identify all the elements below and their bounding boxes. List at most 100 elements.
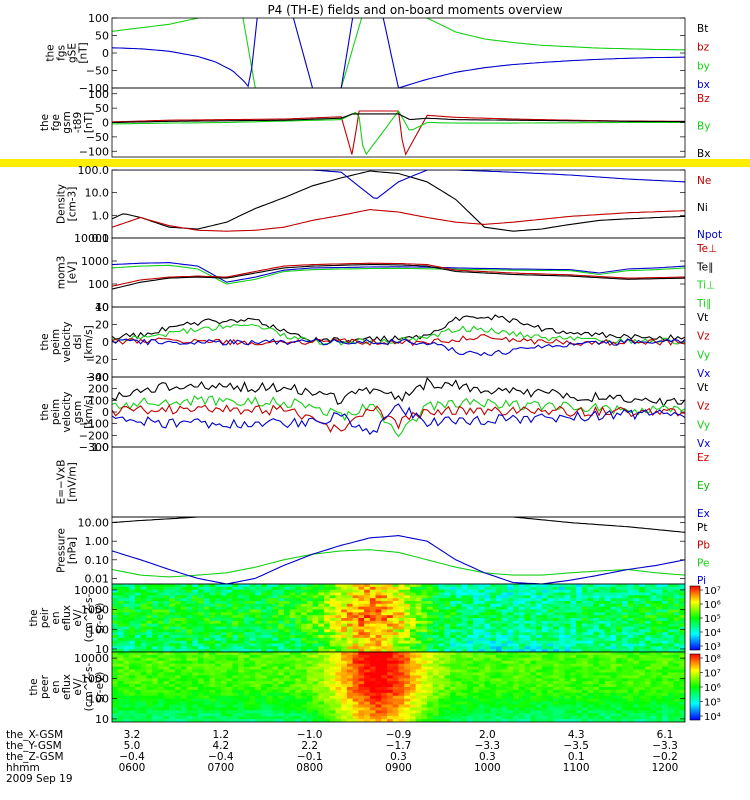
heatmap-cell [318, 589, 325, 594]
heatmap-cell [324, 654, 331, 659]
y-axis-label: (cm^2-s- [83, 662, 95, 711]
heatmap-cell [415, 652, 423, 656]
heatmap-cell [346, 592, 354, 596]
heatmap-cell [432, 620, 440, 625]
heatmap-cell [260, 598, 268, 602]
heatmap-cell [461, 601, 468, 605]
heatmap-cell [203, 660, 211, 665]
heatmap-cell [633, 586, 640, 591]
heatmap-cell [570, 629, 577, 633]
heatmap-cell [255, 707, 262, 711]
heatmap-cell [530, 584, 537, 588]
heatmap-cell [266, 713, 274, 717]
heatmap-cell [650, 620, 657, 625]
heatmap-cell [570, 615, 577, 619]
heatmap-cell [152, 663, 159, 668]
heatmap-cell [421, 629, 428, 633]
heatmap-cell [415, 692, 423, 697]
heatmap-cell [547, 618, 554, 622]
heatmap-cell [461, 632, 468, 636]
heatmap-cell [576, 637, 583, 642]
heatmap-cell [639, 716, 646, 720]
heatmap-cell [513, 701, 520, 706]
heatmap-cell [409, 603, 417, 608]
heatmap-cell [461, 637, 468, 642]
heatmap-cell [157, 640, 165, 645]
heatmap-cell [662, 618, 669, 622]
heatmap-cell [175, 637, 182, 642]
heatmap-cell [644, 612, 652, 616]
heatmap-cell [140, 681, 147, 685]
heatmap-cell [243, 698, 251, 703]
heatmap-cell [518, 584, 526, 588]
heatmap-cell [450, 620, 457, 625]
heatmap-cell [203, 681, 211, 685]
heatmap-cell [593, 626, 600, 630]
heatmap-cell [209, 654, 216, 659]
heatmap-cell [306, 649, 314, 652]
heatmap-cell [570, 707, 577, 711]
colorbar-tick-label: 10³ [704, 642, 721, 653]
heatmap-cell [375, 615, 382, 619]
heatmap-cell [289, 695, 296, 700]
heatmap-cell [192, 629, 199, 633]
heatmap-cell [616, 595, 623, 599]
heatmap-cell [576, 601, 583, 605]
heatmap-cell [604, 584, 612, 588]
heatmap-cell [163, 640, 170, 645]
heatmap-cell [432, 623, 440, 628]
heatmap-cell [593, 716, 600, 720]
heatmap-cell [404, 669, 411, 674]
heatmap-cell [381, 713, 388, 717]
heatmap-cell [364, 601, 371, 605]
heatmap-cell [461, 687, 468, 691]
heatmap-cell [564, 632, 571, 636]
heatmap-cell [507, 646, 514, 650]
heatmap-cell [627, 595, 635, 599]
heatmap-cell [157, 584, 165, 588]
heatmap-cell [157, 710, 165, 714]
heatmap-cell [295, 595, 302, 599]
heatmap-cell [570, 719, 577, 722]
heatmap-cell [662, 695, 669, 700]
heatmap-cell [129, 713, 136, 717]
heatmap-cell [272, 669, 279, 674]
heatmap-cell [478, 595, 486, 599]
heatmap-cell [272, 629, 279, 633]
heatmap-cell [283, 586, 291, 591]
heatmap-cell [260, 623, 268, 628]
heatmap-cell [409, 657, 417, 662]
heatmap-cell [220, 603, 228, 608]
heatmap-cell [140, 649, 147, 652]
heatmap-cell [329, 601, 337, 605]
heatmap-cell [650, 652, 657, 656]
heatmap-cell [255, 629, 262, 633]
heatmap-cell [220, 637, 228, 642]
heatmap-cell [157, 609, 165, 613]
heatmap-cell [180, 592, 188, 596]
heatmap-cell [518, 646, 526, 650]
heatmap-cell [507, 623, 514, 628]
heatmap-cell [220, 620, 228, 625]
heatmap-cell [662, 635, 669, 639]
heatmap-cell [409, 716, 417, 720]
heatmap-cell [352, 626, 359, 630]
heatmap-cell [346, 719, 354, 722]
heatmap-cell [610, 681, 617, 685]
heatmap-cell [490, 666, 497, 671]
heatmap-cell [220, 595, 228, 599]
heatmap-cell [134, 689, 142, 694]
heatmap-cell [249, 592, 256, 596]
heatmap-cell [238, 713, 245, 717]
heatmap-cell [117, 612, 125, 616]
heatmap-cell [358, 710, 365, 714]
heatmap-cell [616, 704, 623, 709]
heatmap-cell [157, 632, 165, 636]
y-axis-label: eV/ [72, 609, 84, 627]
heatmap-cell [123, 612, 130, 616]
heatmap-cell [599, 629, 606, 633]
heatmap-cell [266, 635, 274, 639]
heatmap-cell [570, 666, 577, 671]
heatmap-cell [209, 643, 216, 647]
heatmap-cell [255, 701, 262, 706]
